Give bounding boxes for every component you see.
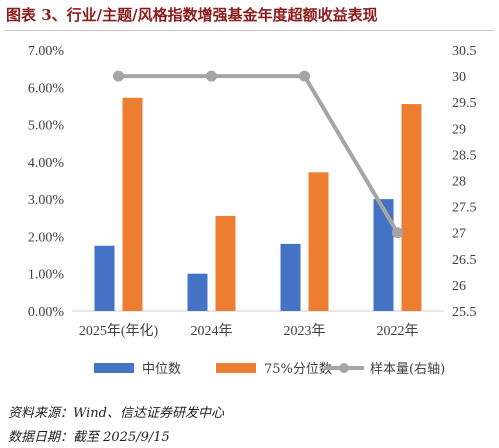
y-left-tick-label: 5.00% xyxy=(28,119,65,134)
y-right-tick-label: 29.5 xyxy=(452,96,477,111)
y-right-tick-label: 26.5 xyxy=(452,253,477,268)
sample-size-point xyxy=(299,70,310,82)
x-tick-label: 2025年(年化) xyxy=(79,323,159,339)
bar-p75 xyxy=(308,172,329,311)
legend-label-p75: 75%分位数 xyxy=(264,362,332,377)
legend-label-median: 中位数 xyxy=(142,362,181,377)
y-right-tick-label: 27 xyxy=(452,227,466,242)
y-left-tick-label: 7.00% xyxy=(28,44,65,59)
bar-p75 xyxy=(215,215,236,311)
legend-swatch-p75 xyxy=(216,363,256,373)
chart-title: 图表 3、行业/主题/风格指数增强基金年度超额收益表现 xyxy=(6,6,378,24)
data-date-note: 数据日期：截至 2025/9/15 xyxy=(8,430,170,445)
sample-size-point xyxy=(392,227,403,239)
x-tick-label: 2024年 xyxy=(191,323,233,339)
bar-p75 xyxy=(401,104,422,311)
y-right-tick-label: 29 xyxy=(452,122,466,137)
y-right-tick-label: 26 xyxy=(452,279,466,294)
x-tick-label: 2023年 xyxy=(284,323,326,339)
title-divider xyxy=(4,30,494,31)
bar-p75 xyxy=(122,97,143,312)
y-right-tick-label: 25.5 xyxy=(452,305,477,320)
source-note: 资料来源：Wind、信达证券研发中心 xyxy=(8,406,224,421)
legend-swatch-sample-point xyxy=(339,363,349,373)
bar-median xyxy=(280,243,301,311)
y-left-tick-label: 1.00% xyxy=(28,268,65,283)
sample-size-line xyxy=(118,74,400,234)
bar-median xyxy=(187,273,208,311)
y-right-tick-label: 28.5 xyxy=(452,148,477,163)
y-left-tick-label: 3.00% xyxy=(28,193,65,208)
y-right-tick-label: 27.5 xyxy=(452,201,477,216)
y-left-tick-label: 2.00% xyxy=(28,230,65,245)
y-right-tick-label: 28 xyxy=(452,175,466,190)
legend-label-sample: 样本量(右轴) xyxy=(370,362,445,377)
y-left-tick-label: 4.00% xyxy=(28,156,65,171)
sample-size-point xyxy=(206,70,217,82)
bar-median xyxy=(373,199,394,311)
legend-swatch-median xyxy=(94,363,134,373)
bar-median xyxy=(94,245,115,311)
y-right-tick-label: 30 xyxy=(452,70,466,85)
y-right-tick-label: 30.5 xyxy=(452,44,477,59)
x-tick-label: 2022年 xyxy=(377,323,419,339)
sample-size-point xyxy=(113,70,124,82)
y-left-tick-label: 0.00% xyxy=(28,305,65,320)
y-left-tick-label: 6.00% xyxy=(28,81,65,96)
